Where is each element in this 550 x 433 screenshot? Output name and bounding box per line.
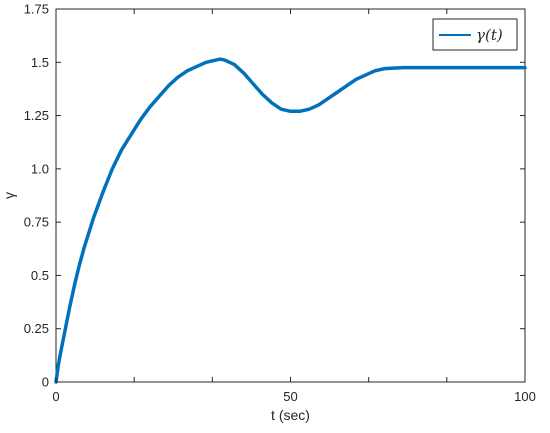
legend: γ(t)	[432, 18, 518, 51]
y-tick-label: 0.25	[24, 321, 49, 336]
y-tick-label: 1.75	[24, 2, 49, 17]
series-line-gamma	[54, 57, 527, 384]
y-tick-label: 1.5	[31, 55, 49, 70]
x-axis-label: t (sec)	[271, 407, 310, 423]
y-tick-label: 0.75	[24, 215, 49, 230]
y-axis-ticks: 0 0.25 0.5 0.75 1.0 1.25 1.5 1.75	[24, 2, 525, 390]
plot-frame	[55, 8, 526, 383]
x-tick-label: 0	[52, 389, 59, 404]
legend-entry-gamma: γ(t)	[476, 26, 503, 44]
x-tick-label: 100	[514, 389, 536, 404]
plot-area	[54, 8, 527, 384]
y-tick-label: 0.5	[31, 268, 49, 283]
y-tick-label: 1.0	[31, 161, 49, 176]
y-tick-label: 1.25	[24, 108, 49, 123]
x-axis-ticks: 0 50 100	[52, 9, 536, 404]
y-axis-label: γ	[1, 192, 17, 199]
x-tick-label: 50	[283, 389, 297, 404]
legend-box	[432, 18, 518, 51]
y-tick-label: 0	[42, 375, 49, 390]
